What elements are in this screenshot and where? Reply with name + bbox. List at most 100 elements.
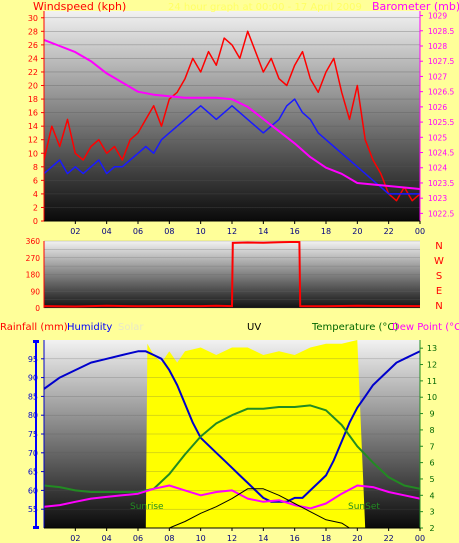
humidity-tick-label: 65 [28,468,38,477]
compass-label: W [434,256,444,267]
humidity-tick-label: 75 [28,430,38,439]
windspeed-tick-label: 30 [28,14,38,23]
windspeed-tick-label: 8 [33,163,38,172]
direction-tick-label: 360 [26,237,41,246]
time-tick-label: 10 [196,534,206,543]
series-line-wind-direction [44,241,420,308]
series-line-wind-speed [44,98,420,195]
barometer-tick-label: 1027.5 [428,57,454,66]
windspeed-tick-label: 20 [28,82,38,91]
barometer-tick-label: 1024.5 [428,149,454,158]
sunrise-label: Sunrise [130,502,164,512]
wind-panel-background [44,11,420,221]
barometer-tick-label: 1025.5 [428,118,454,127]
temperature-tick-label: 2 [429,524,434,533]
direction-axis-ticks: 0 90 180 270 360 [26,237,45,313]
time-tick-label: 04 [102,534,112,543]
windspeed-tick-label: 14 [28,122,38,131]
time-tick-label: 16 [290,227,300,236]
barometer-tick-label: 1025 [428,133,447,142]
time-tick-label: 12 [227,227,237,236]
rainfall-axis-line [33,340,39,529]
time-tick-label: 12 [227,534,237,543]
time-tick-label: 02 [70,227,80,236]
time-tick-label: 22 [384,534,394,543]
temperature-tick-label: 4 [429,491,434,500]
barometer-tick-label: 1029 [428,12,447,21]
humidity-tick-label: 70 [28,449,38,458]
compass-label: N [435,241,442,252]
rainfall-axis-cap-top [33,340,39,343]
windspeed-tick-label: 22 [28,68,38,77]
legend-item: Solar [118,322,144,333]
series-line-barometer [44,38,420,190]
series-line-temperature [44,404,420,493]
time-tick-label: 04 [102,227,112,236]
compass-label: E [436,286,442,297]
humidity-tick-label: 85 [28,392,38,401]
humidity-tick-label: 95 [28,355,38,364]
humidity-panel-series [44,350,420,528]
temperature-tick-label: 5 [429,475,434,484]
time-tick-label: 22 [384,227,394,236]
time-tick-label: 00 [415,534,425,543]
barometer-tick-label: 1026 [428,103,447,112]
humidity-tick-label: 90 [28,374,38,383]
temperature-tick-label: 13 [427,344,437,353]
humidity-axis-ticks: 55 60 65 70 75 80 85 90 95 [28,340,45,528]
barometer-tick-label: 1027 [428,72,447,81]
temperature-tick-label: 6 [429,459,434,468]
compass-label: S [436,271,442,282]
time-tick-label: 10 [196,227,206,236]
time-tick-label: 06 [133,534,143,543]
humidity-tick-label: 55 [28,505,38,514]
direction-tick-label: 180 [26,271,41,280]
windspeed-tick-label: 2 [33,203,38,212]
temperature-tick-label: 11 [427,377,437,386]
humidity-tick-label: 60 [28,486,38,495]
solar-fill [145,340,366,528]
temperature-tick-label: 10 [427,393,437,402]
humidity-panel-time-ticks: 02 04 06 08 10 12 14 16 18 20 22 00 [44,527,425,543]
sunset-label: SunSet [348,502,380,512]
windspeed-tick-label: 18 [28,95,38,104]
time-tick-label: 16 [290,534,300,543]
windspeed-tick-label: 12 [28,136,38,145]
time-tick-label: 18 [321,534,331,543]
barometer-tick-label: 1023 [428,194,447,203]
direction-panel-series [44,241,420,308]
windspeed-tick-label: 4 [33,190,38,199]
barometer-tick-label: 1024 [428,164,447,173]
time-tick-label: 00 [415,227,425,236]
rainfall-axis-cap-bottom [33,526,39,529]
windspeed-tick-label: 6 [33,176,38,185]
time-tick-label: 08 [164,227,174,236]
temperature-tick-label: 9 [429,410,434,419]
chart-title: 24 hour graph at 00:00 - 17 April 2009 [168,2,362,13]
direction-tick-label: 0 [35,304,40,313]
time-tick-label: 08 [164,534,174,543]
wind-panel-series [44,30,420,202]
humidity-temperature-panel: 55 60 65 70 75 80 85 90 95 2 3 4 5 6 7 8 9 10 11 12 13 02 04… [0,322,459,543]
temperature-tick-label: 3 [429,508,434,517]
time-tick-label: 06 [133,227,143,236]
bottom-panel-legend: Rainfall (mm) Humidity Solar UV Temperature … [0,322,459,333]
legend-item: Dew Point (°C) [392,322,459,333]
legend-item: Humidity [67,322,112,333]
barometer-tick-label: 1028.5 [428,27,454,36]
temperature-tick-label: 8 [429,426,434,435]
barometer-axis-ticks: 1022.5 1023 1023.5 1024 1024.5 1025 1025.5 1026… [419,11,454,221]
legend-item: Rainfall (mm) [0,322,68,333]
direction-tick-label: 270 [26,254,41,263]
windspeed-axis-label: Windspeed (kph) [33,0,126,13]
temperature-axis-ticks: 2 3 4 5 6 7 8 9 10 11 12 13 [419,340,437,533]
series-line-uv [44,488,420,528]
wind-panel-time-ticks: 02 04 06 08 10 12 14 16 18 20 22 00 [44,220,425,236]
legend-item: UV [247,322,261,333]
barometer-tick-label: 1022.5 [428,209,454,218]
time-tick-label: 20 [352,534,362,543]
